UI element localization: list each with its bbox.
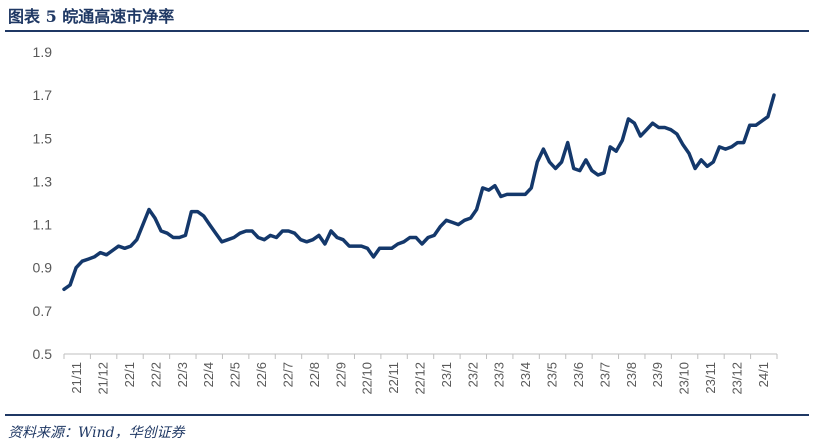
x-tick-label: 22/1	[122, 362, 137, 387]
x-tick-label: 23/3	[492, 362, 507, 387]
y-tick-label: 1.5	[33, 130, 53, 146]
y-tick-label: 1.3	[33, 173, 53, 189]
y-axis: 0.5 0.7 0.9 1.1 1.3 1.5 1.7 1.9	[33, 44, 53, 362]
x-tick-label: 22/5	[228, 362, 243, 387]
x-tick-label: 23/7	[597, 362, 612, 387]
plot-area	[62, 93, 776, 292]
title-rule	[5, 30, 809, 32]
x-tick-label: 22/6	[254, 362, 269, 387]
x-tick-label: 22/3	[175, 362, 190, 387]
x-tick-label: 23/11	[703, 362, 718, 394]
x-tick-label: 23/12	[729, 362, 744, 395]
x-tick-label: 22/7	[280, 362, 295, 387]
x-tick-label: 22/10	[360, 362, 375, 395]
x-tick-label: 23/4	[518, 362, 533, 387]
x-tick-label: 22/11	[386, 362, 401, 394]
y-tick-label: 0.7	[33, 303, 53, 319]
x-tick-label: 22/12	[413, 362, 428, 395]
x-tick-label: 21/11	[69, 362, 84, 394]
y-tick-label: 1.1	[33, 217, 53, 233]
source-rule	[5, 414, 809, 416]
x-axis: 21/11 21/12 22/1 22/2 22/3 22/4 22/5 22/6 22/7 22…	[63, 353, 778, 395]
y-tick-label: 1.9	[33, 44, 53, 60]
figure-title: 图表 5 皖通高速市净率	[8, 7, 175, 26]
x-tick-label: 23/6	[571, 362, 586, 387]
y-tick-label: 0.9	[33, 260, 53, 276]
x-tick-label: 23/5	[545, 362, 560, 387]
source-note: 资料来源：Wind，华创证券	[8, 425, 185, 441]
x-tick-label: 23/2	[465, 362, 480, 387]
x-tick-label: 23/8	[624, 362, 639, 387]
x-tick-label: 22/9	[333, 362, 348, 387]
series-line	[62, 93, 776, 292]
x-tick-label: 22/8	[307, 362, 322, 387]
y-tick-label: 1.7	[33, 87, 53, 103]
x-tick-label: 22/2	[148, 362, 163, 387]
x-tick-label: 23/9	[650, 362, 665, 387]
x-tick-label: 23/10	[677, 362, 692, 395]
y-tick-label: 0.5	[33, 346, 53, 362]
x-tick-label: 24/1	[756, 362, 771, 387]
x-tick-label: 21/12	[96, 362, 111, 395]
x-tick-label: 23/1	[439, 362, 454, 387]
x-tick-label: 22/4	[201, 362, 216, 387]
